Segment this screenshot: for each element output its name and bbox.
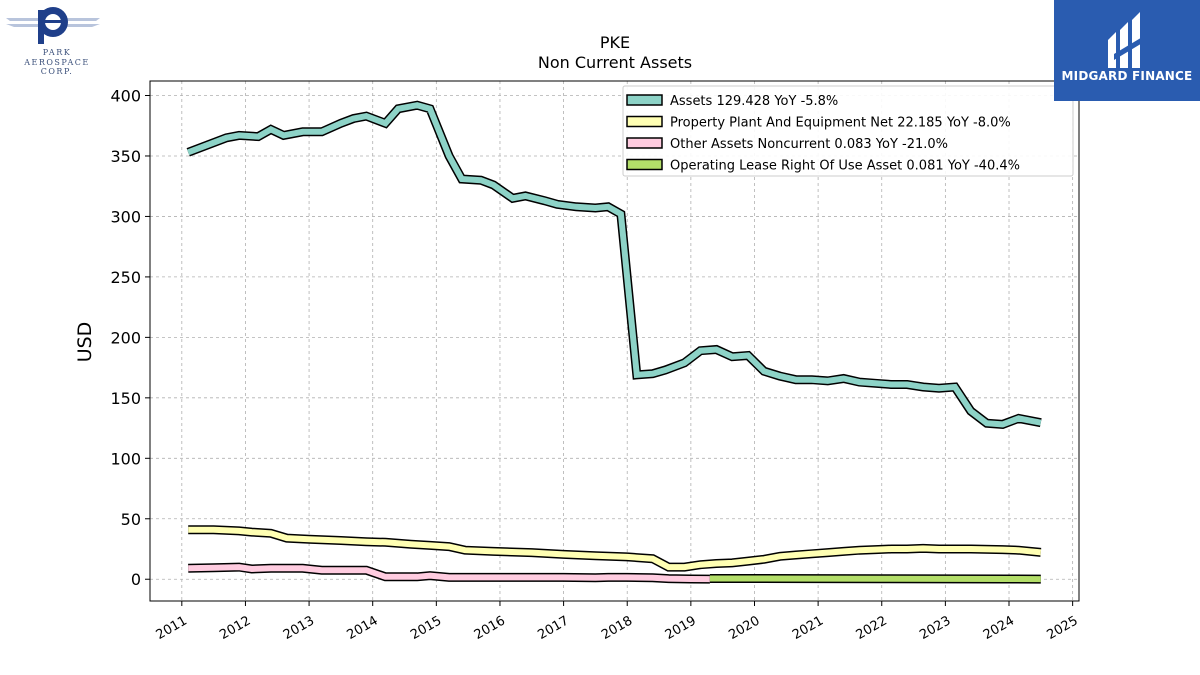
y-tick-label: 300 [110, 207, 141, 226]
x-tick-label: 2015 [408, 613, 444, 643]
x-tick-label: 2023 [917, 613, 953, 643]
y-tick-label: 350 [110, 147, 141, 166]
park-emblem-icon [6, 7, 100, 44]
legend-label-2: Other Assets Noncurrent 0.083 YoY -21.0% [670, 137, 948, 152]
midgard-logo-text: MIDGARD FINANCE [1061, 69, 1193, 83]
park-logo-line2: AEROSPACE [24, 58, 90, 67]
y-axis-label: USD [74, 322, 96, 363]
midgard-finance-logo: MIDGARD FINANCE [1054, 0, 1200, 101]
series-line-2 [188, 564, 710, 583]
legend-box [622, 85, 1074, 177]
park-logo-line1: PARK [42, 48, 72, 57]
legend-swatch-1 [626, 115, 663, 128]
y-tick-label: 200 [110, 328, 141, 347]
plot-series [186, 100, 1042, 584]
legend: Assets 129.428 YoY -5.8% Property Plant A… [622, 85, 1074, 177]
x-tick-label: 2018 [599, 613, 635, 643]
x-tick-label: 2022 [854, 613, 890, 643]
y-tick-label: 150 [110, 389, 141, 408]
x-tick-label: 2013 [281, 613, 317, 643]
legend-swatch-2 [626, 137, 663, 149]
y-tick-label: 400 [110, 87, 141, 106]
legend-label-1: Property Plant And Equipment Net 22.185 … [670, 116, 1011, 131]
x-tick-label: 2016 [472, 613, 508, 643]
y-tick-label: 250 [110, 268, 141, 287]
y-tick-label: 100 [110, 449, 141, 468]
park-aerospace-logo: PARK AEROSPACE CORP. [4, 4, 102, 76]
y-axis-ticks: 0 50 100 150 200 250 300 350 400 [110, 87, 150, 589]
series-line-3 [709, 575, 1041, 583]
legend-swatch-0 [626, 94, 663, 106]
y-tick-label: 50 [121, 510, 141, 529]
x-tick-label: 2014 [345, 613, 381, 643]
series-line-0 [187, 102, 1042, 428]
x-axis-ticks: 2011 2012 2013 2014 2015 2016 2017 2018 2019 2020… [154, 601, 1081, 643]
park-logo-line3: CORP. [40, 67, 74, 76]
x-tick-label: 2021 [790, 613, 826, 643]
x-tick-label: 2011 [154, 613, 190, 643]
chart-subtitle: Non Current Assets [538, 53, 692, 72]
chart-title: PKE [600, 33, 630, 52]
legend-label-0: Assets 129.428 YoY -5.8% [670, 94, 838, 109]
x-tick-label: 2017 [535, 613, 571, 643]
y-tick-label: 0 [131, 570, 141, 589]
legend-swatch-3 [626, 158, 663, 171]
legend-label-3: Operating Lease Right Of Use Asset 0.081… [670, 159, 1020, 174]
x-tick-label: 2019 [663, 613, 699, 643]
x-tick-label: 2012 [217, 613, 253, 643]
midgard-emblem-icon [1108, 12, 1144, 68]
x-tick-label: 2020 [726, 613, 762, 643]
plot-frame [149, 80, 1080, 602]
x-tick-label: 2024 [981, 613, 1017, 643]
x-tick-label: 2025 [1044, 613, 1080, 643]
series-line-1 [188, 526, 1042, 571]
